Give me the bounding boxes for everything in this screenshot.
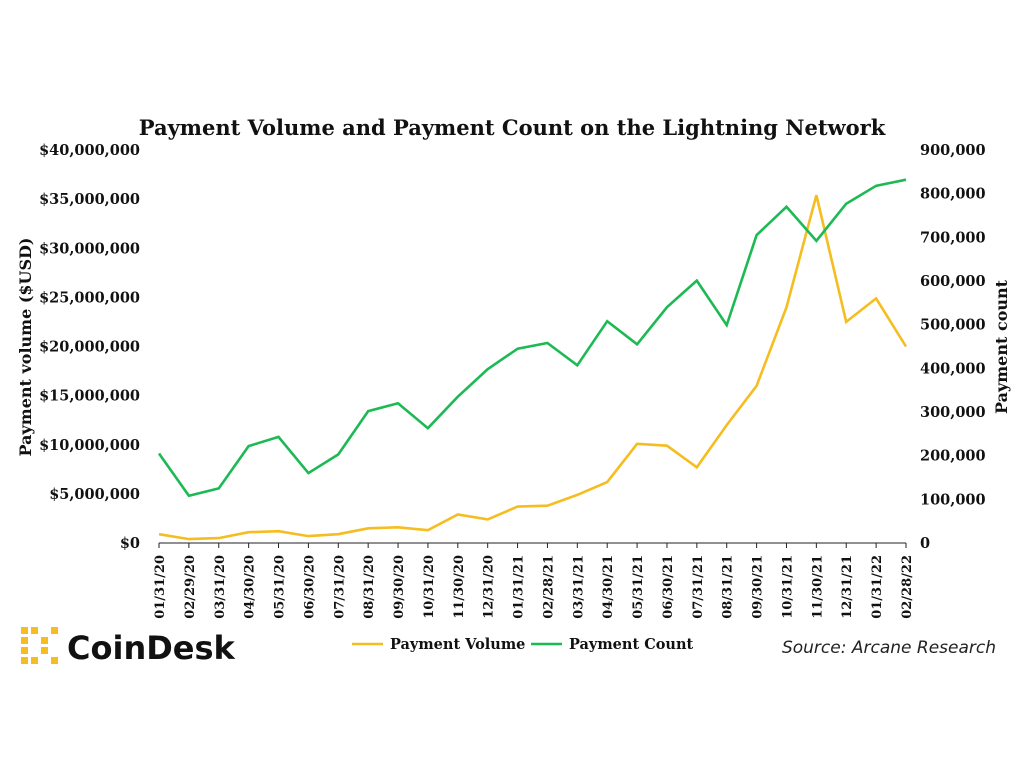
- x-tick-label: 01/31/21: [512, 555, 527, 619]
- y2-tick-label: 800,000: [920, 186, 986, 203]
- x-tick-label: 03/31/20: [213, 555, 228, 619]
- y2-tick-label: 200,000: [920, 448, 986, 465]
- y2-tick-label: 900,000: [920, 142, 986, 159]
- y2-tick-label: 0: [920, 535, 930, 552]
- coindesk-logo-icon: [21, 627, 58, 664]
- y-tick-label: $15,000,000: [39, 388, 140, 405]
- legend-label-payment-volume: Payment Volume: [390, 636, 525, 653]
- x-tick-label: 12/31/21: [840, 555, 855, 619]
- y2-tick-label: 600,000: [920, 273, 986, 290]
- y2-tick-label: 500,000: [920, 317, 986, 334]
- x-tick-label: 01/31/22: [870, 555, 885, 619]
- x-tick-label: 10/31/21: [780, 555, 795, 619]
- y2-tick-label: 700,000: [920, 229, 986, 246]
- brand-name: CoinDesk: [67, 629, 236, 667]
- series-line-payment-count: [157, 178, 907, 498]
- y-tick-label: $25,000,000: [39, 289, 140, 306]
- y-tick-label: $30,000,000: [39, 240, 140, 257]
- y-axis-label: Payment volume ($USD): [16, 238, 35, 457]
- y-tick-label: $5,000,000: [49, 486, 140, 503]
- x-tick-label: 01/31/20: [153, 555, 168, 619]
- y-tick-label: $35,000,000: [39, 191, 140, 208]
- series-layer: [157, 178, 908, 541]
- x-tick-label: 02/28/21: [541, 555, 556, 619]
- x-tick-label: 05/31/20: [273, 555, 288, 619]
- legend-label-payment-count: Payment Count: [569, 636, 693, 653]
- y-tick-label: $20,000,000: [39, 339, 140, 356]
- x-tick-label: 11/30/20: [452, 555, 467, 619]
- x-tick-label: 08/31/21: [721, 555, 736, 619]
- y2-tick-label: 300,000: [920, 404, 986, 421]
- x-tick-label: 09/30/20: [392, 555, 407, 619]
- legend: Payment Volume Payment Count: [352, 636, 693, 653]
- x-tick-label: 02/29/20: [183, 555, 198, 619]
- y2-axis-label: Payment count: [992, 279, 1011, 414]
- x-tick-label: 06/30/20: [302, 555, 317, 619]
- y2-tick-label: 100,000: [920, 491, 986, 508]
- right-axis-ticks: 0 100,000 200,000 300,000 400,000 500,000 600,…: [920, 142, 986, 552]
- source-credit: Source: Arcane Research: [782, 638, 996, 658]
- left-axis-ticks: $0 $5,000,000 $10,000,000 $15,000,000 $20,00…: [39, 142, 140, 552]
- chart-title: Payment Volume and Payment Count on the …: [139, 115, 886, 140]
- x-tick-label: 03/31/21: [571, 555, 586, 619]
- series-line-payment-volume: [158, 194, 908, 541]
- y2-tick-label: 400,000: [920, 360, 986, 377]
- x-tick-label: 07/31/21: [691, 555, 706, 619]
- x-tick-label: 09/30/21: [751, 555, 766, 619]
- x-tick-label: 08/31/20: [362, 555, 377, 619]
- x-tick-label: 04/30/20: [243, 555, 258, 619]
- x-axis-ticks: 01/31/20 02/29/20 03/31/20 04/30/20 05/31/20…: [153, 543, 915, 619]
- y-tick-label: $0: [120, 535, 140, 552]
- x-tick-label: 06/30/21: [661, 555, 676, 619]
- x-tick-label: 12/31/20: [482, 555, 497, 619]
- x-tick-label: 05/31/21: [631, 555, 646, 619]
- x-tick-label: 07/31/20: [332, 555, 347, 619]
- x-tick-label: 10/31/20: [422, 555, 437, 619]
- x-tick-label: 04/30/21: [601, 555, 616, 619]
- y-tick-label: $10,000,000: [39, 437, 140, 454]
- x-tick-label: 02/28/22: [900, 555, 915, 619]
- x-tick-label: 11/30/21: [810, 555, 825, 619]
- y-tick-label: $40,000,000: [39, 142, 140, 159]
